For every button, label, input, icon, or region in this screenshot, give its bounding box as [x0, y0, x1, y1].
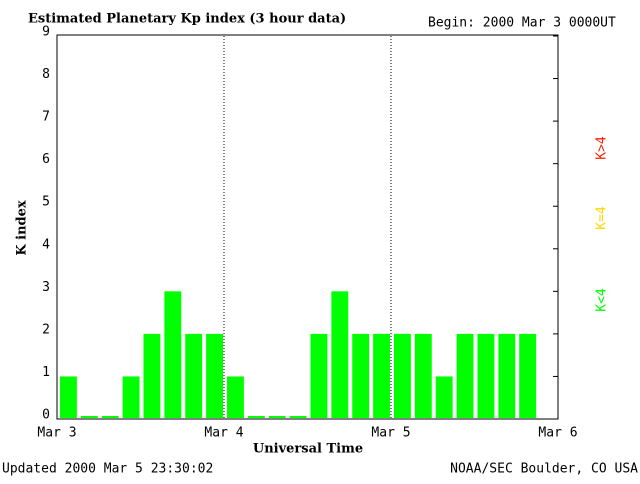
x-tick-label: Mar 4 — [204, 426, 243, 441]
y-tick-label: 8 — [42, 67, 50, 82]
bar — [435, 376, 453, 418]
updated-time: Updated 2000 Mar 5 23:30:02 — [2, 462, 213, 477]
legend-label: K=4 — [595, 206, 610, 230]
bar — [227, 376, 244, 418]
y-tick-label: 7 — [42, 110, 50, 125]
y-tick-label: 5 — [42, 195, 50, 210]
legend-label: K<4 — [595, 288, 610, 312]
bar — [394, 333, 411, 418]
y-tick-label: 3 — [42, 280, 50, 295]
bar — [498, 333, 516, 418]
bar — [477, 333, 495, 418]
bar — [373, 333, 390, 418]
chart-title: Estimated Planetary Kp index (3 hour dat… — [28, 12, 346, 27]
y-tick-label: 9 — [42, 25, 50, 40]
bar — [289, 416, 307, 418]
x-tick-label: Mar 6 — [538, 426, 577, 441]
bar — [456, 333, 474, 418]
begin-time: Begin: 2000 Mar 3 0000UT — [428, 16, 616, 31]
bar — [310, 333, 328, 418]
bar — [352, 333, 370, 418]
bar — [60, 376, 77, 418]
legend-label: K>4 — [595, 136, 610, 160]
bar — [185, 333, 203, 418]
source: NOAA/SEC Boulder, CO USA — [450, 462, 638, 477]
y-axis-label: K index — [15, 200, 30, 256]
y-tick-label: 2 — [42, 322, 50, 337]
bar — [519, 333, 537, 418]
bar — [122, 376, 140, 418]
plot-frame — [56, 34, 559, 420]
bar — [331, 291, 349, 418]
y-tick-label: 1 — [42, 365, 50, 380]
bar — [414, 333, 432, 418]
bar — [164, 291, 182, 418]
y-tick-label: 6 — [42, 152, 50, 167]
bar — [206, 333, 223, 418]
x-tick-label: Mar 5 — [371, 426, 410, 441]
y-tick-label: 4 — [42, 237, 50, 252]
x-axis-label: Universal Time — [253, 442, 363, 457]
y-tick-label: 0 — [42, 408, 50, 423]
bar — [247, 416, 265, 418]
bar — [101, 416, 119, 418]
bar — [80, 416, 98, 418]
bar — [268, 416, 286, 418]
bar — [143, 333, 161, 418]
x-tick-label: Mar 3 — [37, 426, 76, 441]
